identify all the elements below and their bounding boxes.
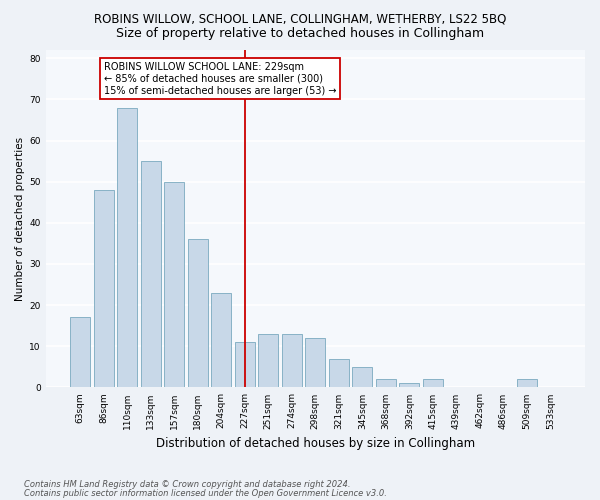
Bar	[517, 379, 537, 388]
Bar	[329, 358, 349, 388]
Bar	[305, 338, 325, 388]
Y-axis label: Number of detached properties: Number of detached properties	[15, 136, 25, 301]
Bar	[164, 182, 184, 388]
Bar	[70, 318, 90, 388]
Bar	[211, 293, 231, 388]
Text: ROBINS WILLOW SCHOOL LANE: 229sqm
← 85% of detached houses are smaller (300)
15%: ROBINS WILLOW SCHOOL LANE: 229sqm ← 85% …	[104, 62, 336, 96]
Text: Contains HM Land Registry data © Crown copyright and database right 2024.: Contains HM Land Registry data © Crown c…	[24, 480, 350, 489]
Text: Contains public sector information licensed under the Open Government Licence v3: Contains public sector information licen…	[24, 489, 387, 498]
Bar	[423, 379, 443, 388]
Text: Size of property relative to detached houses in Collingham: Size of property relative to detached ho…	[116, 28, 484, 40]
Bar	[282, 334, 302, 388]
Bar	[188, 240, 208, 388]
Bar	[352, 367, 373, 388]
Bar	[376, 379, 396, 388]
X-axis label: Distribution of detached houses by size in Collingham: Distribution of detached houses by size …	[156, 437, 475, 450]
Bar	[117, 108, 137, 388]
Bar	[258, 334, 278, 388]
Bar	[94, 190, 113, 388]
Bar	[400, 384, 419, 388]
Text: ROBINS WILLOW, SCHOOL LANE, COLLINGHAM, WETHERBY, LS22 5BQ: ROBINS WILLOW, SCHOOL LANE, COLLINGHAM, …	[94, 12, 506, 26]
Bar	[235, 342, 254, 388]
Bar	[140, 161, 161, 388]
